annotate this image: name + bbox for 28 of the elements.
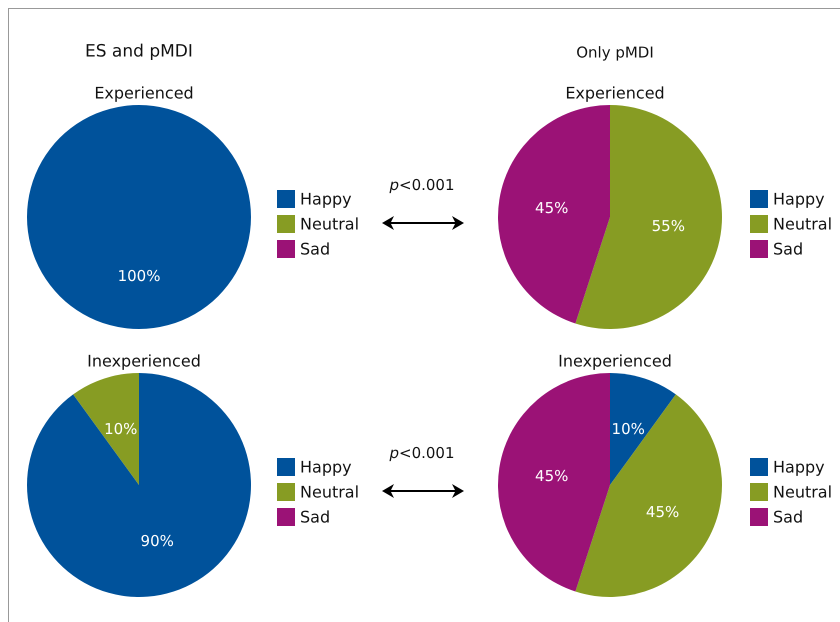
chart-title: Only pMDI <box>576 44 654 62</box>
chart-subtitle: Experienced <box>565 84 665 102</box>
chart-subtitle: Experienced <box>94 84 194 102</box>
data-label: 45% <box>535 466 568 485</box>
data-label: 45% <box>646 502 680 521</box>
legend-label: Happy <box>773 190 825 208</box>
legend-label: Sad <box>300 240 330 258</box>
data-label: 55% <box>652 217 685 236</box>
data-label: 45% <box>535 198 568 217</box>
data-label: 90% <box>140 532 174 550</box>
legend-label: Happy <box>300 190 352 208</box>
legend-label: Sad <box>300 508 330 526</box>
legend-label: Happy <box>300 458 352 476</box>
chart-subtitle: Inexperienced <box>558 352 672 370</box>
text: p<0.001 <box>388 176 456 194</box>
chart-title: ES and pMDI <box>85 42 193 62</box>
data-label: 10% <box>104 420 138 438</box>
legend-label: Neutral <box>773 482 832 502</box>
legend-label: Neutral <box>773 214 832 234</box>
data-label: 10% <box>612 420 645 438</box>
legend-label: Neutral <box>300 482 360 502</box>
legend-label: Neutral <box>300 214 360 234</box>
text: p<0.001 <box>388 444 456 462</box>
legend-label: Sad <box>773 240 804 258</box>
data-label: 100% <box>118 267 160 285</box>
legend-label: Happy <box>773 458 825 476</box>
chart-subtitle: Inexperienced <box>87 352 201 370</box>
legend-label: Sad <box>773 508 804 526</box>
